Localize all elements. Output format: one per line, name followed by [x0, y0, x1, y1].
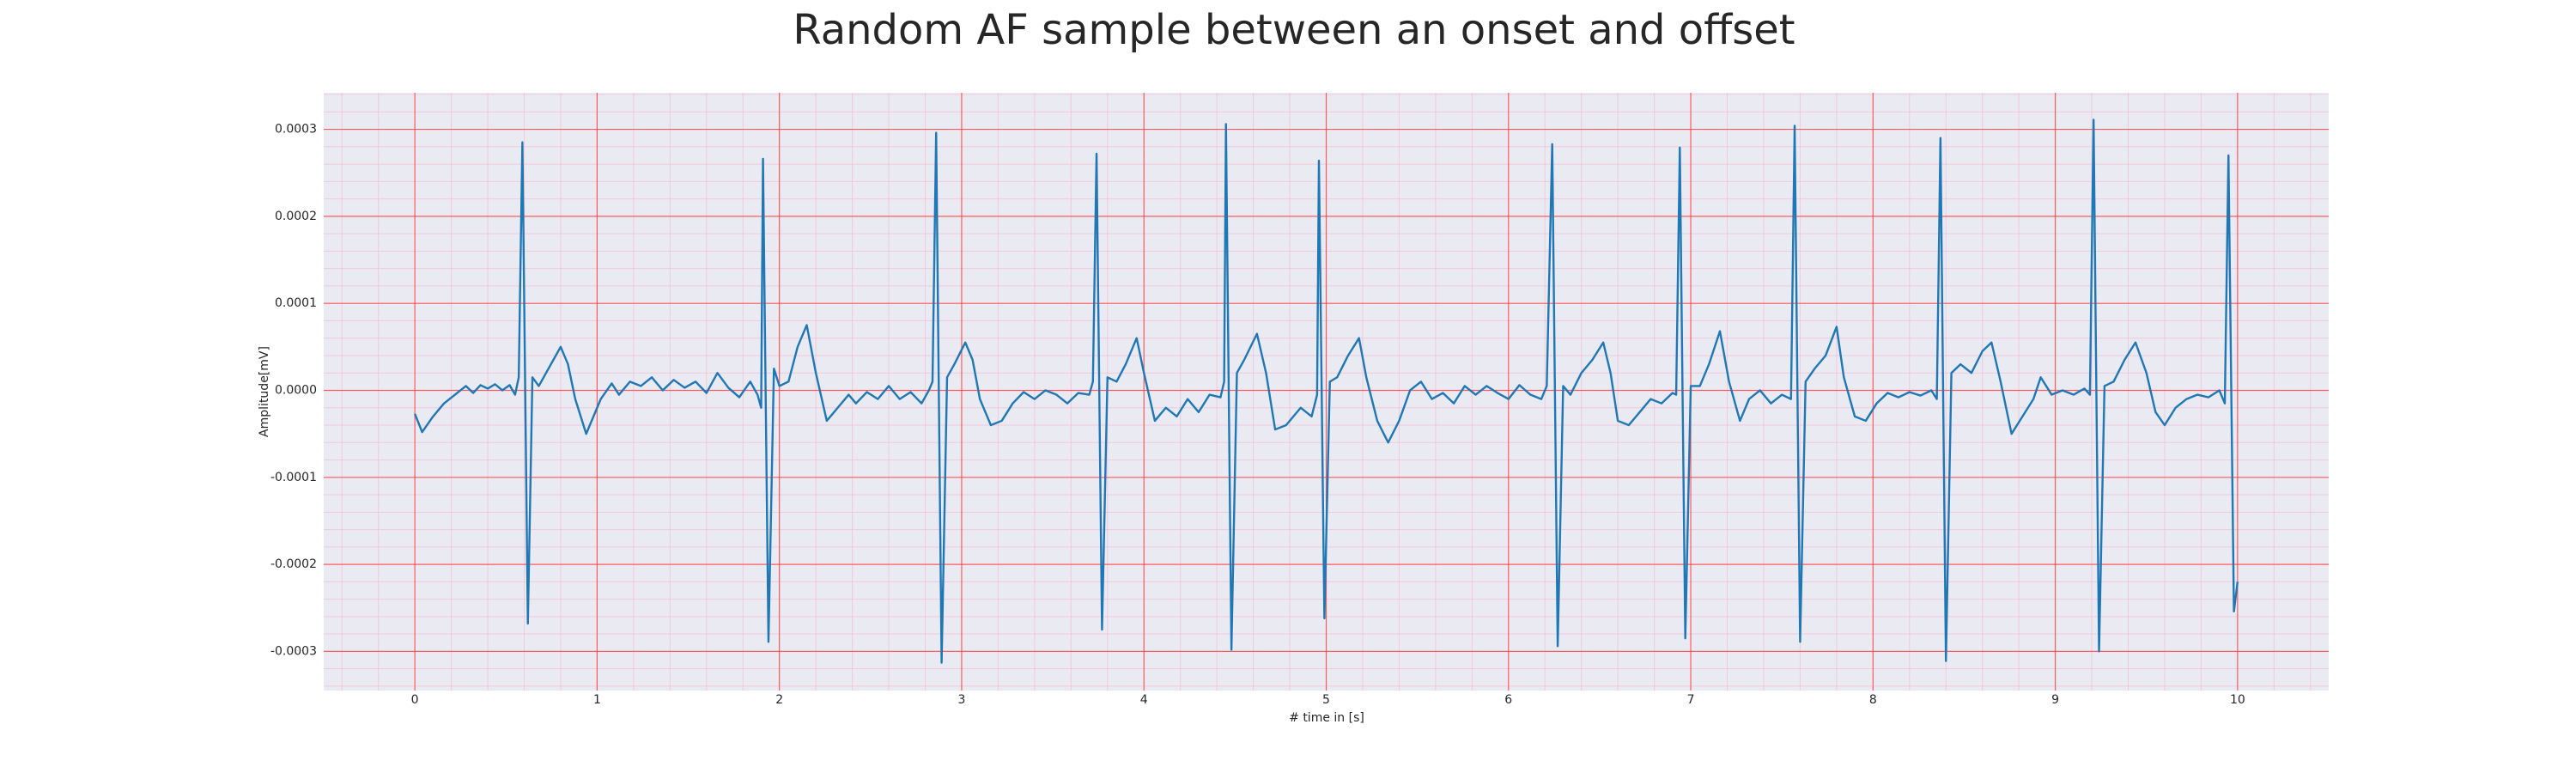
y-tick-label: 0.0000 — [275, 383, 317, 397]
y-tick-label: 0.0001 — [275, 296, 317, 310]
x-tick-label: 7 — [1687, 693, 1695, 707]
x-tick-label: 4 — [1140, 693, 1148, 707]
y-tick-label: 0.0003 — [275, 123, 317, 137]
y-tick-label: -0.0003 — [270, 644, 317, 658]
y-tick-label: -0.0001 — [270, 471, 317, 484]
x-tick-label: 3 — [957, 693, 965, 707]
x-tick-label: 2 — [775, 693, 783, 707]
chart-title: Random AF sample between an onset and of… — [793, 6, 1795, 54]
x-tick-label: 1 — [593, 693, 601, 707]
y-tick-label: 0.0002 — [275, 210, 317, 223]
y-tick-label: -0.0002 — [270, 557, 317, 571]
x-tick-label: 5 — [1322, 693, 1330, 707]
x-tick-label: 8 — [1869, 693, 1877, 707]
x-tick-label: 10 — [2230, 693, 2245, 707]
y-axis-label: Amplitude[mV] — [258, 346, 271, 437]
x-tick-label: 9 — [2051, 693, 2059, 707]
signal-line — [414, 119, 2239, 664]
x-tick-label: 0 — [411, 693, 419, 707]
x-tick-label: 6 — [1504, 693, 1512, 707]
x-axis-label: # time in [s] — [1289, 711, 1364, 725]
